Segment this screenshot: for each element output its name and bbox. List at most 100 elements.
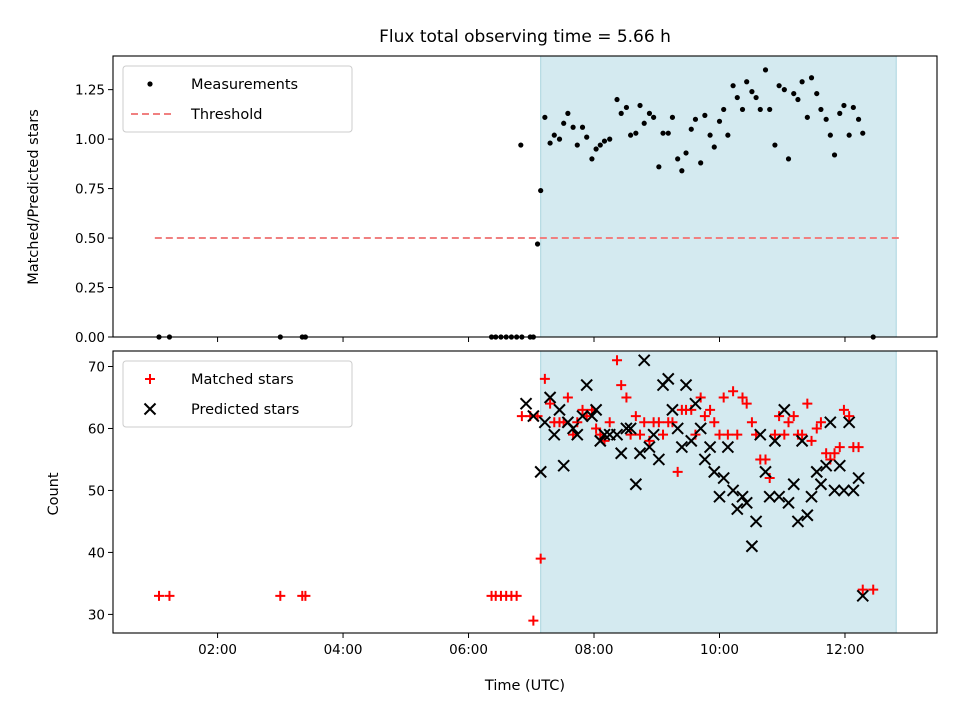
- predicted-star-point: [801, 509, 814, 522]
- measurement-point: [814, 90, 820, 97]
- predicted-star-point: [736, 490, 749, 503]
- count-legend: Matched stars Predicted stars: [122, 360, 353, 428]
- predicted-star-point: [580, 378, 593, 392]
- matched-star-point: [621, 392, 632, 403]
- matched-star-point: [806, 435, 817, 446]
- measurement-point: [767, 106, 773, 113]
- count-y-axis-label: Count: [46, 472, 62, 515]
- y-tick-label: 0.50: [75, 231, 105, 247]
- measurement-point: [683, 150, 689, 156]
- plot-frame: [112, 55, 938, 338]
- legend-marker: [145, 374, 155, 384]
- measurement-point: [614, 96, 620, 103]
- matched-star-point: [164, 590, 175, 601]
- matched-star-point: [275, 590, 286, 601]
- measurement-point: [725, 132, 731, 138]
- predicted-star-point: [527, 409, 540, 423]
- matched-star-point: [788, 411, 799, 422]
- measurement-point: [818, 106, 824, 113]
- measurement-point: [637, 102, 643, 109]
- measurement-point: [518, 142, 524, 148]
- observing-window-shade: [540, 55, 897, 338]
- count-panel: 30 40 50 60 70 02:00 04:00 06:00 08:00 10:00 12:00…: [88, 350, 938, 658]
- y-tick-label: 60: [88, 421, 105, 437]
- predicted-star-point: [852, 471, 865, 485]
- y-tick-label: 50: [88, 483, 105, 499]
- predicted-star-point: [553, 403, 566, 417]
- predicted-star-point: [538, 416, 552, 429]
- matched-star-point: [709, 417, 720, 428]
- plot-frame: [112, 350, 938, 634]
- measurement-point: [776, 83, 782, 89]
- measurement-point: [841, 102, 847, 109]
- measurement-point: [688, 126, 694, 132]
- matched-star-point: [811, 423, 822, 434]
- measurement-point: [607, 136, 613, 142]
- predicted-star-point: [543, 391, 557, 404]
- predicted-star-point: [828, 484, 841, 497]
- measurement-point: [804, 114, 810, 120]
- predicted-star-point: [749, 515, 763, 528]
- predicted-star-point: [768, 434, 782, 448]
- x-tick-label: 10:00: [700, 642, 739, 658]
- measurement-point: [749, 89, 755, 95]
- predicted-star-point: [534, 465, 547, 479]
- predicted-star-point: [837, 484, 851, 497]
- predicted-star-point: [824, 416, 837, 429]
- matched-star-point: [844, 411, 855, 422]
- x-tick-label: 04:00: [324, 642, 363, 658]
- measurement-point: [799, 79, 805, 85]
- measurement-point: [730, 83, 736, 89]
- y-tick-label: 0.25: [75, 281, 105, 297]
- measurement-point: [669, 114, 676, 120]
- measurement-point: [633, 130, 639, 136]
- predicted-star-point: [598, 428, 611, 441]
- predicted-star-point: [576, 409, 589, 423]
- measurement-point: [589, 156, 595, 162]
- predicted-star-point: [643, 440, 656, 454]
- predicted-star-point: [614, 447, 628, 460]
- matched-star-point: [815, 417, 826, 428]
- predicted-star-point: [810, 465, 823, 479]
- predicted-star-point: [671, 422, 684, 435]
- predicted-star-point: [703, 440, 717, 454]
- predicted-star-point: [726, 484, 740, 497]
- measurement-point: [542, 114, 548, 120]
- measurement-point: [534, 241, 541, 247]
- measurement-point: [850, 104, 856, 111]
- predicted-star-point: [685, 434, 698, 448]
- measurement-point: [721, 106, 727, 113]
- y-tick-label: 1.25: [75, 83, 105, 99]
- matched-star-point: [635, 429, 646, 440]
- matched-star-point: [746, 417, 757, 428]
- matched-star-point: [853, 442, 864, 453]
- predicted-star-point: [787, 478, 800, 491]
- matched-star-point: [535, 553, 546, 564]
- y-tick-label: 40: [88, 545, 105, 561]
- predicted-star-point: [633, 447, 647, 460]
- measurement-point: [855, 116, 862, 122]
- matched-star-point: [857, 584, 868, 595]
- y-tick-label: 1.00: [75, 132, 105, 148]
- matched-star-point: [802, 398, 813, 409]
- measurement-point: [831, 152, 838, 158]
- predicted-star-point: [652, 453, 666, 466]
- matched-star-point: [783, 417, 794, 428]
- measurement-point: [785, 156, 792, 162]
- predicted-star-point: [819, 459, 833, 472]
- measurement-point: [823, 116, 829, 122]
- predicted-star-point: [589, 403, 603, 417]
- predicted-star-point: [833, 459, 846, 472]
- matched-star-point: [760, 454, 771, 465]
- matched-star-point: [779, 429, 790, 440]
- measurement-point: [675, 156, 681, 162]
- matched-star-point: [639, 417, 650, 428]
- measurement-point: [757, 106, 763, 113]
- measurement-point: [584, 134, 590, 140]
- matched-star-point: [797, 429, 808, 440]
- x-tick-label: 02:00: [198, 642, 237, 658]
- legend-label: Threshold: [190, 107, 262, 123]
- measurement-point: [791, 90, 797, 97]
- measurement-point: [762, 67, 769, 73]
- matched-star-point: [834, 442, 845, 453]
